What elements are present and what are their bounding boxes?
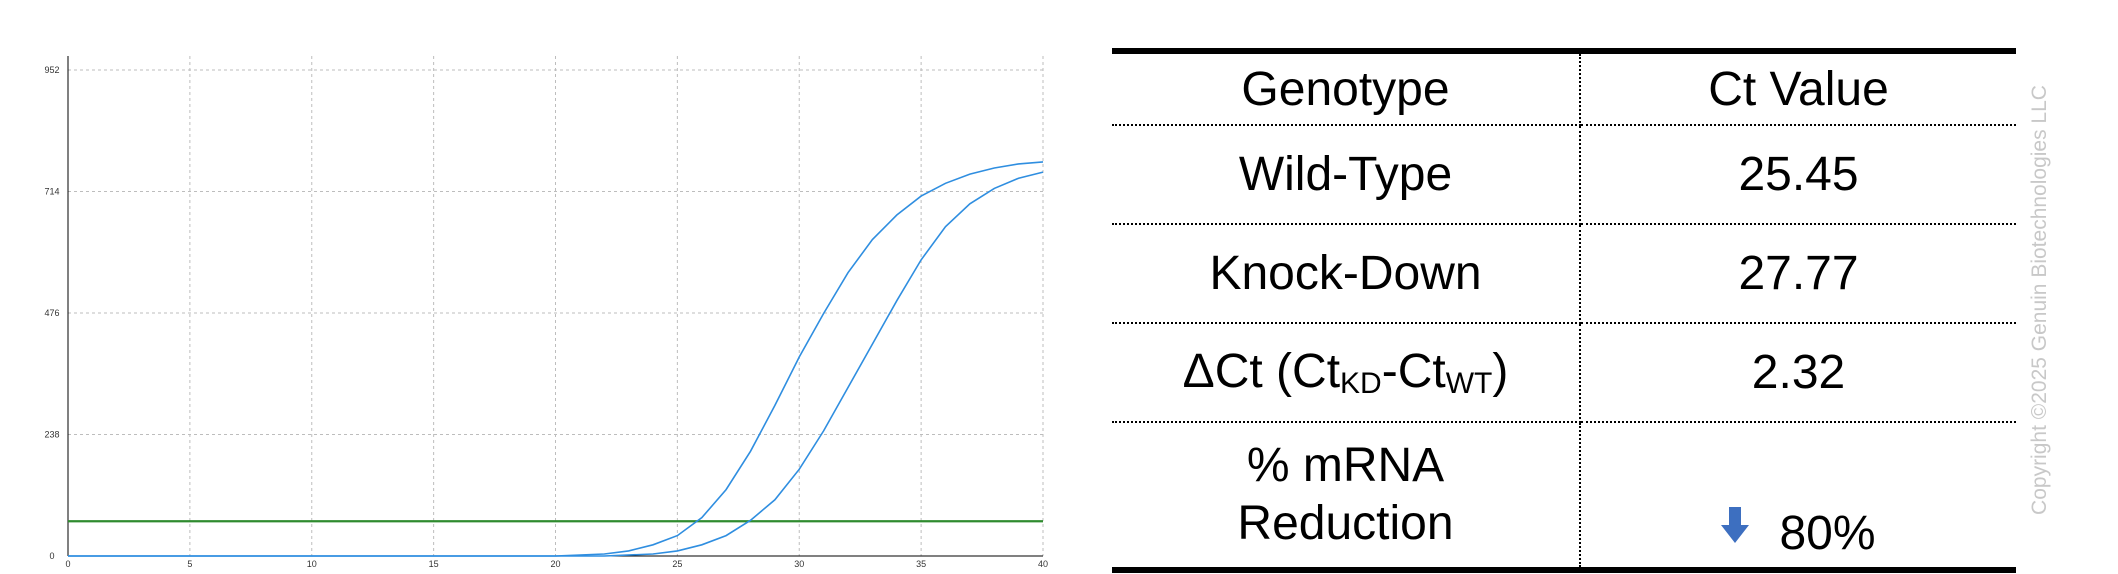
reduction-row: % mRNA Reduction 80% <box>1112 422 2016 570</box>
ct-results-table: Genotype Ct Value Wild-Type 25.45 Knock-… <box>1112 48 2016 573</box>
reduction-value-cell: 80% <box>1580 422 2016 570</box>
delta-sub-kd: KD <box>1340 367 1382 400</box>
y-tick-label: 238 <box>44 430 59 440</box>
table-header-row: Genotype Ct Value <box>1112 51 2016 126</box>
ct-value-cell: 27.77 <box>1580 224 2016 324</box>
down-arrow-icon <box>1721 499 1750 543</box>
delta-ct-value: 2.32 <box>1580 323 2016 423</box>
ct-results-table-wrapper: Genotype Ct Value Wild-Type 25.45 Knock-… <box>1112 48 2016 573</box>
ct-value-cell: 25.45 <box>1580 125 2016 225</box>
reduction-label-line1: % mRNA <box>1246 439 1445 492</box>
reduction-value: 80% <box>1779 507 1876 560</box>
copyright-text: Copyright ©2025 Genuin Biotechnologies L… <box>2028 85 2051 515</box>
x-tick-label: 25 <box>672 559 682 569</box>
amplification-curve-2 <box>68 171 1044 557</box>
genotype-cell: Wild-Type <box>1112 125 1581 225</box>
table-row: Wild-Type 25.45 <box>1112 125 2016 225</box>
genotype-header: Genotype <box>1112 51 1581 126</box>
amplification-chart: 0 5 10 15 20 25 30 35 40 0 238 476 714 952 <box>44 56 1048 569</box>
x-tick-label: 35 <box>916 559 926 569</box>
table-row: Knock-Down 27.77 <box>1112 224 2016 324</box>
delta-sub-wt: WT <box>1445 367 1493 400</box>
y-tick-label: 0 <box>49 551 54 561</box>
reduction-label: % mRNA Reduction <box>1112 422 1581 570</box>
delta-ct-row: ΔCt (CtKD-CtWT) 2.32 <box>1112 323 2016 423</box>
x-tick-label: 0 <box>65 559 70 569</box>
genotype-cell: Knock-Down <box>1112 224 1581 324</box>
delta-suffix: ) <box>1492 345 1509 398</box>
delta-ct-label: ΔCt (CtKD-CtWT) <box>1112 323 1581 423</box>
y-tick-label: 476 <box>44 308 59 318</box>
y-tick-label: 952 <box>44 65 59 75</box>
ct-value-header: Ct Value <box>1580 51 2016 126</box>
x-tick-label: 5 <box>187 559 192 569</box>
x-tick-label: 30 <box>794 559 804 569</box>
y-tick-label: 714 <box>44 187 59 197</box>
reduction-label-line2: Reduction <box>1237 497 1454 550</box>
x-tick-label: 10 <box>307 559 317 569</box>
delta-middle: -Ct <box>1381 345 1446 398</box>
x-tick-label: 15 <box>429 559 439 569</box>
amplification-curve-1 <box>68 161 1044 557</box>
x-tick-label: 40 <box>1038 559 1048 569</box>
amplification-plot: 0 5 10 15 20 25 30 35 40 0 238 476 714 952 <box>44 56 1048 569</box>
x-tick-label: 20 <box>550 559 560 569</box>
delta-prefix: ΔCt (Ct <box>1182 345 1341 398</box>
